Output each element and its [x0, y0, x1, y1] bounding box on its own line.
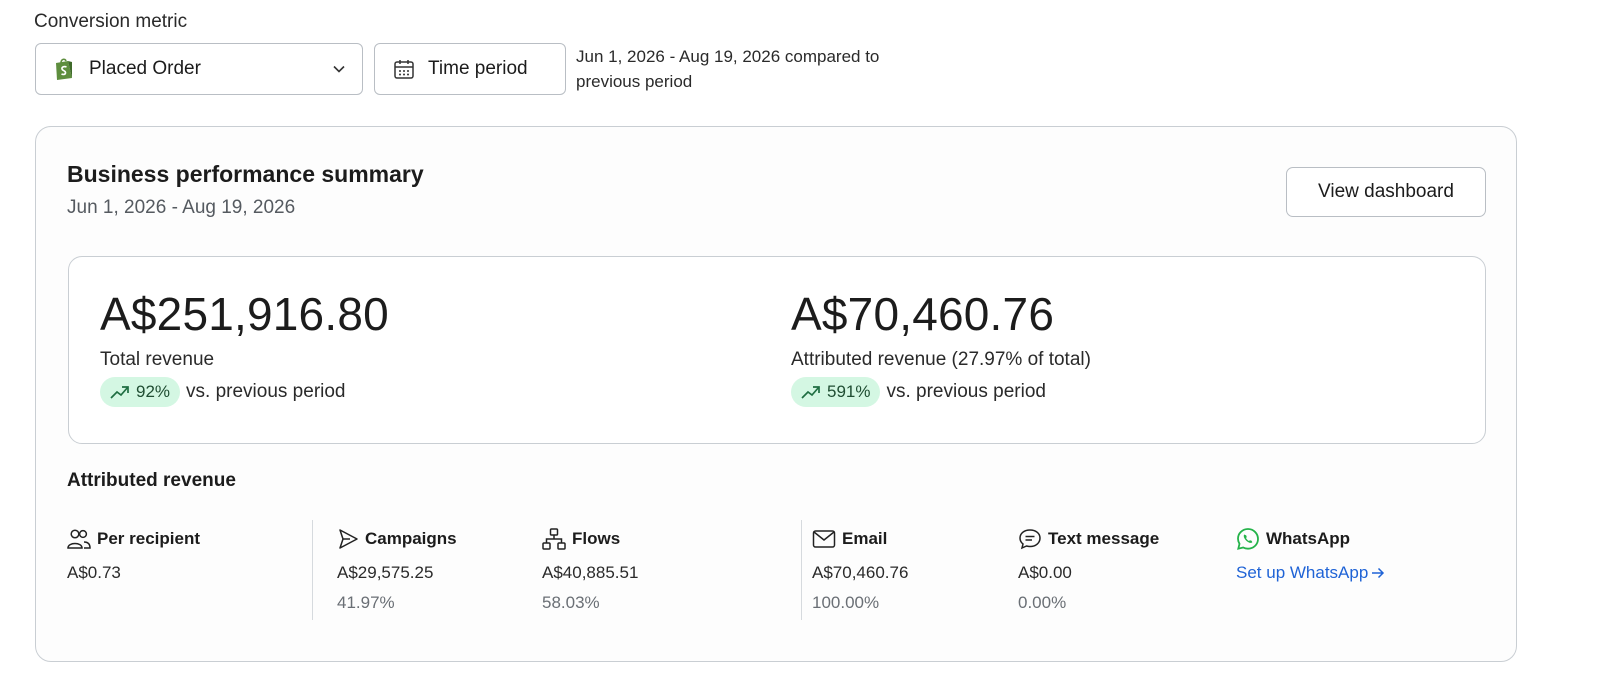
setup-whatsapp-link[interactable]: Set up WhatsApp: [1236, 563, 1385, 583]
comparison-period-text: Jun 1, 2026 - Aug 19, 2026 compared to p…: [576, 47, 880, 91]
trend-up-icon: [801, 386, 820, 399]
flows-percent: 58.03%: [542, 593, 600, 612]
business-performance-card: Business performance summary Jun 1, 2026…: [35, 126, 1517, 662]
email-label: Email: [842, 529, 888, 548]
conversion-metric-value: Placed Order: [89, 58, 201, 79]
flows-amount: A$40,885.51: [542, 563, 639, 582]
users-icon: [67, 529, 91, 549]
attributed-revenue-value: A$70,460.76: [791, 288, 1055, 340]
revenue-summary-box: A$251,916.80 Total revenue 92% vs. previ…: [68, 256, 1486, 444]
comparison-label: vs. previous period: [886, 381, 1046, 402]
flows-label: Flows: [572, 529, 621, 548]
shopify-icon: [53, 57, 75, 81]
whatsapp-icon: [1237, 528, 1259, 550]
flows-metric: Flows A$40,885.51 58.03%: [542, 527, 638, 613]
chat-icon: [1019, 529, 1041, 550]
text-message-metric: Text message A$0.00 0.00%: [1018, 527, 1159, 613]
flow-icon: [542, 528, 566, 550]
per-recipient-label: Per recipient: [97, 529, 200, 548]
conversion-metric-label: Conversion metric: [34, 11, 188, 32]
text-message-percent: 0.00%: [1018, 593, 1067, 612]
card-title: Business performance summary: [67, 161, 424, 187]
arrow-right-icon: [1372, 567, 1385, 579]
change-badge: 591%: [791, 377, 881, 407]
email-percent: 100.00%: [812, 593, 880, 612]
card-date-range: Jun 1, 2026 - Aug 19, 2026: [67, 197, 296, 218]
calendar-icon: [393, 58, 415, 80]
change-badge: 92%: [100, 377, 181, 407]
attributed-revenue-title: Attributed revenue: [67, 470, 236, 491]
total-revenue-value: A$251,916.80: [100, 288, 389, 340]
setup-whatsapp-text: Set up WhatsApp: [1236, 563, 1369, 582]
time-period-button[interactable]: Time period: [374, 43, 566, 95]
time-period-label: Time period: [428, 58, 528, 79]
divider: [312, 520, 313, 620]
total-revenue-label: Total revenue: [100, 349, 215, 370]
total-revenue-change: 92% vs. previous period: [100, 377, 389, 407]
chevron-down-icon: [332, 62, 346, 76]
view-dashboard-button[interactable]: View dashboard: [1286, 167, 1486, 217]
campaigns-amount: A$29,575.25: [337, 563, 434, 582]
change-percent: 591%: [827, 382, 871, 401]
divider: [801, 520, 802, 620]
campaigns-label: Campaigns: [365, 529, 457, 548]
per-recipient-amount: A$0.73: [67, 563, 121, 582]
email-metric: Email A$70,460.76 100.00%: [812, 527, 908, 613]
attributed-revenue-change: 591% vs. previous period: [791, 377, 1091, 407]
whatsapp-label: WhatsApp: [1266, 529, 1351, 548]
attributed-revenue-stat: A$70,460.76 Attributed revenue (27.97% o…: [791, 287, 1091, 407]
text-message-label: Text message: [1048, 529, 1160, 548]
attributed-revenue-label: Attributed revenue (27.97% of total): [791, 349, 1091, 370]
send-icon: [339, 529, 358, 549]
per-recipient-metric: Per recipient A$0.73: [67, 527, 200, 583]
trend-up-icon: [110, 386, 129, 399]
email-amount: A$70,460.76: [812, 563, 909, 582]
change-percent: 92%: [136, 382, 171, 401]
text-message-amount: A$0.00: [1018, 563, 1072, 582]
total-revenue-stat: A$251,916.80 Total revenue 92% vs. previ…: [100, 287, 389, 407]
campaigns-metric: Campaigns A$29,575.25 41.97%: [337, 527, 457, 613]
comparison-label: vs. previous period: [186, 381, 346, 402]
whatsapp-metric: WhatsApp Set up WhatsApp: [1236, 527, 1385, 583]
conversion-metric-select[interactable]: Placed Order: [35, 43, 363, 95]
mail-icon: [812, 530, 836, 548]
campaigns-percent: 41.97%: [337, 593, 395, 612]
